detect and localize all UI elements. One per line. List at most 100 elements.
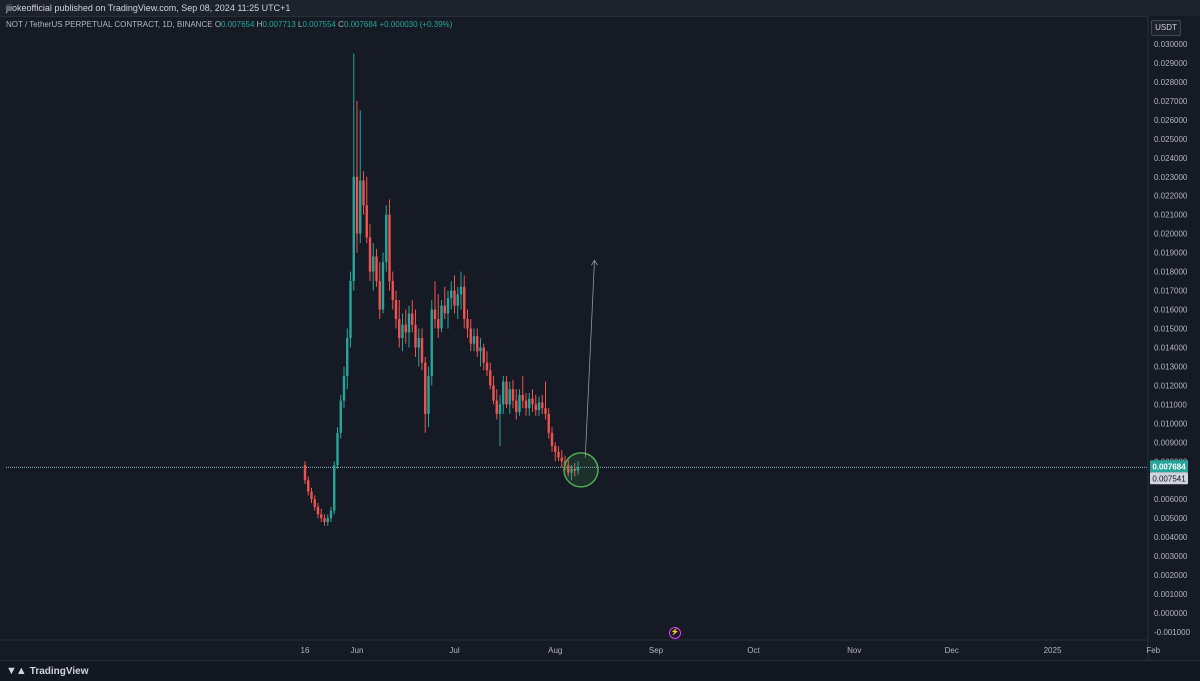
candle-body [502, 381, 505, 405]
tradingview-logo-text: TradingView [29, 665, 89, 677]
close-label: C [338, 20, 344, 29]
time-tick-label: Dec [945, 646, 959, 655]
candle-body [537, 402, 541, 411]
candle-body [485, 362, 489, 371]
candle-body [453, 290, 456, 306]
candle-body [303, 465, 307, 481]
candle-body [352, 176, 355, 282]
candle-body [521, 394, 524, 401]
publish-header: jiiokeofficial published on TradingView.… [0, 0, 1200, 17]
candle-body [313, 499, 316, 507]
candle-body [394, 300, 398, 320]
candle-body [495, 400, 498, 414]
candle-body [524, 400, 528, 409]
candle-body [463, 286, 466, 320]
candle-body [511, 389, 515, 401]
price-tick-label: 0.030000 [1154, 40, 1188, 49]
candle-body [401, 324, 404, 338]
candle-body [456, 294, 459, 306]
candle-body [362, 180, 365, 206]
price-tick-label: 0.009000 [1154, 438, 1188, 447]
high-label: H [256, 20, 263, 29]
candle-body [446, 298, 450, 314]
price-tick-label: 0.027000 [1154, 97, 1188, 106]
candle-body [407, 313, 411, 333]
candle-body [417, 338, 420, 348]
candle-body [342, 375, 346, 401]
candle-body [482, 347, 485, 363]
candle-body [466, 319, 469, 329]
candle-body [541, 402, 544, 409]
price-tick-label: 0.015000 [1154, 325, 1188, 334]
price-tick-label: 0.005000 [1154, 514, 1188, 523]
published-text: jiiokeofficial published on TradingView.… [6, 3, 291, 13]
candle-body [329, 510, 333, 519]
time-tick-label: Jul [449, 646, 459, 655]
candle-body [375, 256, 378, 282]
candle-body [567, 465, 570, 473]
price-tick-label: 0.012000 [1154, 381, 1188, 390]
time-tick-label: Jun [351, 646, 364, 655]
price-tick-label: 0.019000 [1154, 249, 1188, 258]
last-price-label: 0.007684 [1152, 462, 1186, 471]
candle-body [554, 446, 557, 452]
price-tick-label: 0.010000 [1154, 419, 1188, 428]
candle-body [443, 305, 446, 314]
candle-body [378, 281, 381, 310]
price-chart[interactable]: 0.030000 0.029000 0.028000 0.027000 0.026000… [0, 16, 1200, 660]
open-value: 0.007654 [221, 20, 255, 29]
close-value: 0.007684 [343, 20, 378, 29]
candle-body [427, 375, 430, 414]
candle-body [489, 370, 492, 386]
candle-body [433, 309, 437, 320]
candle-body [498, 404, 502, 414]
candle-body [388, 214, 391, 282]
tradingview-mark-icon: ▼▲ [6, 665, 27, 677]
symbol-name: NOT / TetherUS PERPETUAL CONTRACT, 1D, B… [6, 20, 213, 29]
prev-close-badge [1150, 472, 1188, 485]
candle-body [576, 466, 580, 471]
footer-bar: ▼▲ TradingView [0, 660, 1200, 681]
annotation-arrow-head [591, 259, 598, 266]
price-tick-label: 0.026000 [1154, 116, 1188, 125]
candle-body [355, 176, 359, 234]
candle-body [326, 518, 329, 522]
candle-body [550, 432, 554, 447]
candle-body [404, 324, 407, 333]
candle-body [424, 362, 427, 414]
open-label: O [214, 20, 222, 29]
price-tick-label: 0.013000 [1154, 362, 1188, 371]
price-tick-label: 0.024000 [1154, 154, 1188, 163]
candle-body [440, 305, 443, 329]
candle-body [414, 324, 417, 348]
candle-body [469, 328, 472, 344]
candle-body [310, 491, 313, 500]
price-tick-label: 0.011000 [1154, 400, 1187, 409]
price-tick-label: 0.020000 [1154, 230, 1188, 239]
price-tick-label: -0.001000 [1154, 628, 1191, 637]
price-tick-label: 0.025000 [1154, 135, 1188, 144]
candle-body [518, 394, 521, 412]
lightning-icon[interactable]: ⚡ [669, 627, 681, 639]
candle-body [368, 237, 372, 272]
candle-body [381, 262, 385, 310]
last-price-badge [1150, 460, 1188, 473]
candle-body [450, 290, 453, 299]
price-tick-label: 0.003000 [1154, 552, 1188, 561]
candle-body [411, 313, 414, 325]
time-tick-label: 16 [301, 646, 310, 655]
price-tick-label: 0.002000 [1154, 571, 1188, 580]
price-tick-label: 0.021000 [1154, 211, 1188, 220]
time-tick-label: Sep [649, 646, 664, 655]
candle-body [570, 468, 573, 473]
time-tick-label: Feb [1146, 646, 1160, 655]
candle-body [531, 398, 534, 405]
candle-body [320, 514, 323, 519]
currency-unit-button[interactable]: USDT [1151, 20, 1181, 36]
candle-body [349, 281, 352, 338]
candle-body [560, 457, 563, 462]
candle-body [437, 319, 440, 329]
candle-body [398, 319, 401, 338]
change-value: +0.000030 (+0.39%) [379, 20, 453, 29]
candle-body [372, 256, 375, 272]
